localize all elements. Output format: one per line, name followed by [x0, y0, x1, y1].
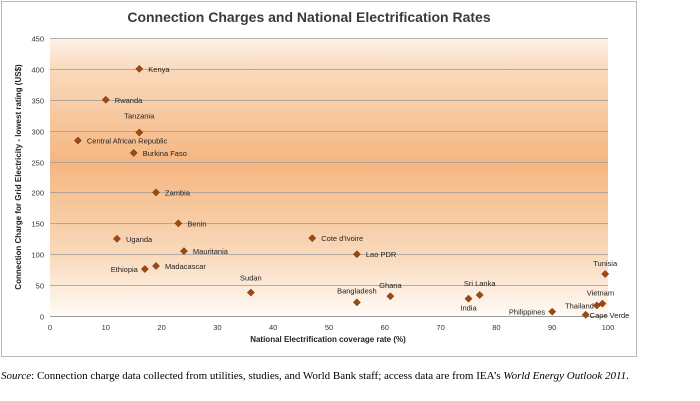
- x-tick-label: 60: [381, 323, 389, 332]
- data-point-marker: [308, 234, 317, 243]
- data-point-label: Cote d'Ivoire: [321, 234, 363, 243]
- plot-area: [50, 38, 608, 316]
- data-point-label: Sudan: [240, 274, 262, 283]
- x-tick-label: 80: [492, 323, 500, 332]
- x-tick-label: 70: [436, 323, 444, 332]
- y-tick-label: 400: [31, 66, 44, 75]
- data-point-label: Cape Verde: [590, 311, 630, 320]
- data-point-label: Kenya: [148, 65, 170, 74]
- data-point-label: Zambia: [165, 188, 191, 197]
- data-point-marker: [135, 64, 144, 73]
- data-point-label: Sri Lanka: [464, 279, 497, 288]
- data-point-marker: [246, 288, 255, 297]
- data-point-marker: [592, 301, 601, 310]
- data-point-marker: [174, 219, 183, 228]
- data-point-marker: [352, 250, 361, 259]
- data-point-marker: [352, 298, 361, 307]
- grid-lines: [50, 38, 608, 286]
- data-point-label: Central African Republic: [87, 137, 168, 146]
- y-axis-ticks: 0 50 100 150 200 250 300 350 400 450: [31, 35, 44, 322]
- x-tick-label: 100: [602, 323, 615, 332]
- x-tick-label: 0: [48, 323, 52, 332]
- data-point-label: Madacascar: [165, 262, 206, 271]
- chart-title: Connection Charges and National Electrif…: [127, 9, 491, 25]
- data-point-marker: [152, 188, 160, 197]
- data-point-marker: [179, 247, 188, 256]
- y-tick-label: 0: [40, 313, 44, 322]
- data-point-marker: [101, 95, 110, 104]
- y-tick-label: 350: [31, 97, 44, 106]
- caption-text: : Connection charge data collected from …: [31, 370, 504, 382]
- data-point-marker: [135, 128, 144, 137]
- data-point-label: Burkina Faso: [143, 149, 187, 158]
- caption-source-word: Source: [1, 370, 32, 382]
- data-point-label: Tunisia: [593, 259, 618, 268]
- data-point-marker: [113, 234, 121, 243]
- y-tick-label: 50: [36, 282, 44, 291]
- caption-report-title: World Energy Outlook 2011: [503, 370, 627, 382]
- y-tick-label: 250: [31, 159, 44, 168]
- y-tick-label: 450: [31, 35, 44, 44]
- x-axis-ticks: 0 10 20 30 40 50 60 70 80 90 100: [48, 323, 614, 332]
- caption-end: .: [626, 370, 629, 382]
- data-point-label: India: [460, 304, 477, 313]
- data-point-label: Lao PDR: [366, 250, 397, 259]
- y-axis-title: Connection Charge for Grid Electricity -…: [14, 64, 23, 290]
- x-tick-label: 90: [548, 323, 556, 332]
- data-point-label: Philippines: [509, 308, 546, 317]
- data-point-marker: [581, 310, 590, 319]
- x-tick-label: 50: [325, 323, 333, 332]
- x-tick-label: 40: [269, 323, 277, 332]
- x-tick-label: 10: [102, 323, 110, 332]
- x-tick-label: 20: [157, 323, 165, 332]
- scatter-chart: Connection Charges and National Electrif…: [14, 9, 629, 344]
- y-tick-label: 150: [31, 220, 44, 229]
- data-point-label: Ghana: [379, 281, 402, 290]
- data-point-label: Uganda: [126, 235, 153, 244]
- data-point-marker: [152, 262, 160, 270]
- data-point-marker: [140, 265, 149, 274]
- data-points: [73, 64, 610, 319]
- data-point-label: Benin: [187, 219, 206, 228]
- data-point-label: Mauritania: [193, 247, 229, 256]
- data-point-marker: [601, 270, 610, 278]
- data-point-label: Ethiopia: [111, 265, 139, 274]
- data-point-label: Tanzania: [124, 112, 155, 121]
- x-axis-title: National Electrification coverage rate (…: [250, 335, 406, 344]
- data-point-marker: [598, 299, 607, 308]
- data-point-label: Vietnam: [587, 289, 614, 298]
- x-tick-label: 30: [213, 323, 221, 332]
- data-point-marker: [464, 294, 473, 303]
- y-tick-label: 100: [31, 251, 44, 260]
- data-point-label: Bangladesh: [337, 286, 377, 295]
- data-point-marker: [475, 291, 484, 299]
- data-point-marker: [129, 148, 138, 157]
- data-point-marker: [73, 136, 82, 145]
- y-tick-label: 300: [31, 128, 44, 137]
- figure-caption: Source: Connection charge data collected…: [1, 369, 691, 383]
- data-point-label: Thailand: [565, 301, 594, 310]
- data-point-label: Rwanda: [115, 96, 143, 105]
- data-point-marker: [548, 307, 557, 316]
- data-point-labels: Kenya Rwanda Tanzania Central African Repub…: [87, 65, 629, 320]
- data-point-marker: [386, 292, 395, 301]
- y-tick-label: 200: [31, 189, 44, 198]
